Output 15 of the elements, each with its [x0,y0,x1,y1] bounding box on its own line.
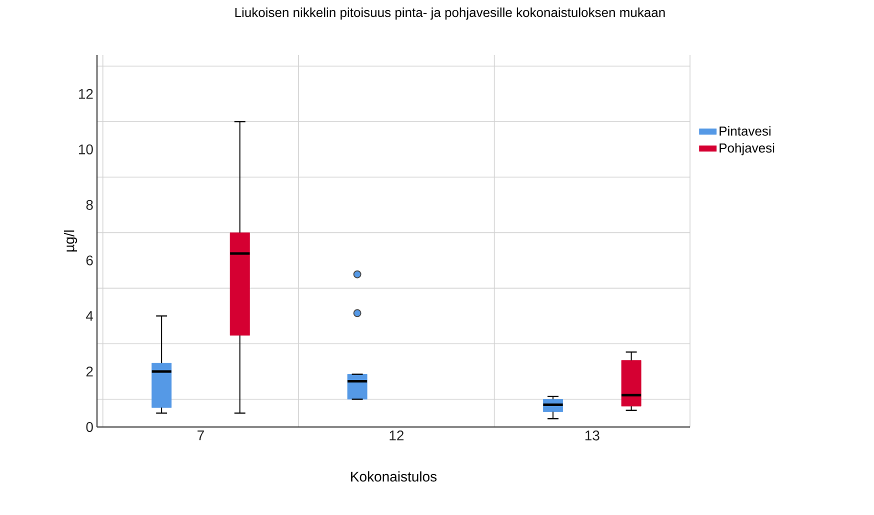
x-tick-label: 7 [198,430,204,440]
y-tick-label: 2 [86,366,93,376]
x-axis-title: Kokonaistulos [351,471,437,482]
y-tick-label: 10 [78,144,93,154]
legend-label: Pintavesi [720,126,770,136]
y-tick-label: 6 [86,255,93,266]
y-tick-label: 12 [78,88,93,99]
y-axis-title: µg/l [64,230,78,252]
x-tick-label: 12 [390,430,404,440]
y-tick-label: 0 [86,422,93,432]
chart-title: Liukoisen nikkelin pitoisuus pinta- ja pohjavesille kokonaistuloksen mukaan [235,8,665,20]
y-tick-label: 8 [86,200,93,210]
legend-label: Pohjavesi [720,143,774,156]
y-tick-label: 4 [86,311,94,321]
x-tick-label: 13 [585,430,600,440]
